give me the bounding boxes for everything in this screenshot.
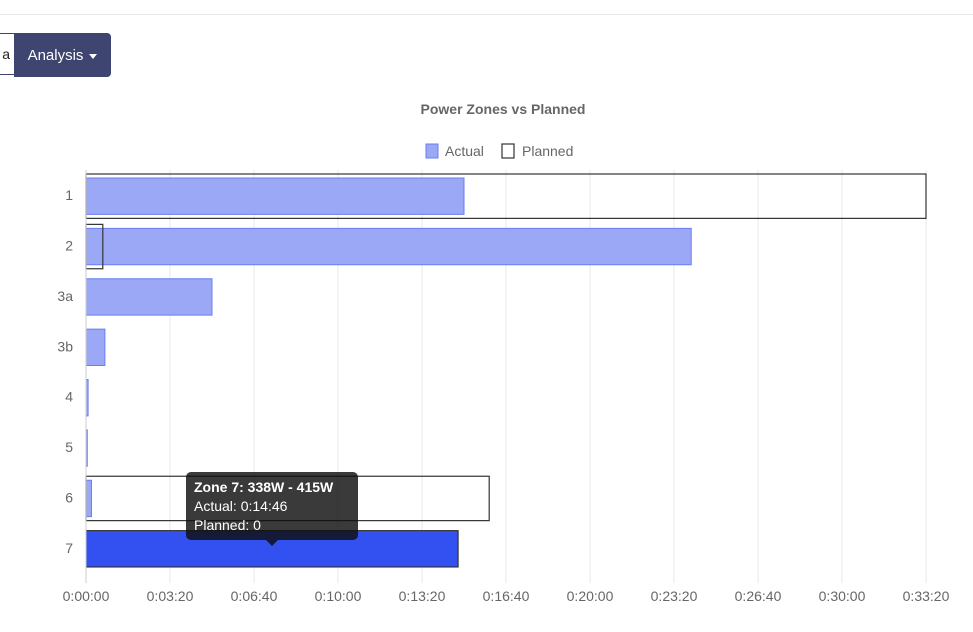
tooltip-actual: Actual: 0:14:46 [194, 498, 288, 514]
x-tick-label: 0:13:20 [399, 588, 446, 604]
bar-actual [85, 328, 106, 366]
y-tick-label: 2 [65, 238, 73, 254]
x-tick-label: 0:10:00 [315, 588, 362, 604]
y-tick-label: 6 [65, 489, 73, 505]
bar-actual [85, 227, 692, 266]
chart-title: Power Zones vs Planned [421, 101, 586, 117]
x-tick-label: 0:23:20 [651, 588, 698, 604]
x-tick-label: 0:20:00 [567, 588, 614, 604]
view-toggle-button[interactable]: a [0, 33, 14, 75]
tooltip-title: Zone 7: 338W - 415W [194, 479, 334, 495]
x-tick-label: 0:00:00 [63, 588, 110, 604]
x-tick-label: 0:33:20 [903, 588, 950, 604]
legend-swatch-actual [425, 143, 439, 159]
y-tick-label: 3a [57, 288, 73, 304]
bar-actual [85, 278, 213, 316]
x-tick-label: 0:16:40 [483, 588, 530, 604]
y-tick-label: 3b [57, 338, 73, 354]
caret-down-icon [89, 53, 98, 59]
analysis-dropdown-button[interactable]: Analysis [14, 33, 111, 77]
analysis-button-label: Analysis [27, 46, 84, 64]
y-tick-label: 1 [65, 187, 73, 203]
x-tick-label: 0:30:00 [819, 588, 866, 604]
y-tick-label: 4 [65, 389, 73, 405]
bar-actual [85, 177, 465, 215]
tooltip-arrow [266, 540, 278, 546]
legend-swatch-planned [501, 143, 515, 159]
x-tick-label: 0:06:40 [231, 588, 278, 604]
y-tick-label: 5 [65, 439, 73, 455]
legend-label-planned: Planned [522, 143, 573, 159]
legend-label-actual: Actual [445, 143, 484, 159]
x-tick-label: 0:03:20 [147, 588, 194, 604]
tooltip-planned: Planned: 0 [194, 517, 261, 533]
chart-tooltip: Zone 7: 338W - 415W Actual: 0:14:46 Plan… [186, 472, 358, 540]
x-tick-label: 0:26:40 [735, 588, 782, 604]
view-toggle-label: a [2, 46, 10, 62]
y-tick-label: 7 [65, 540, 73, 556]
top-divider [0, 14, 973, 15]
bar-actual [85, 530, 459, 568]
bar-actual [85, 479, 92, 518]
